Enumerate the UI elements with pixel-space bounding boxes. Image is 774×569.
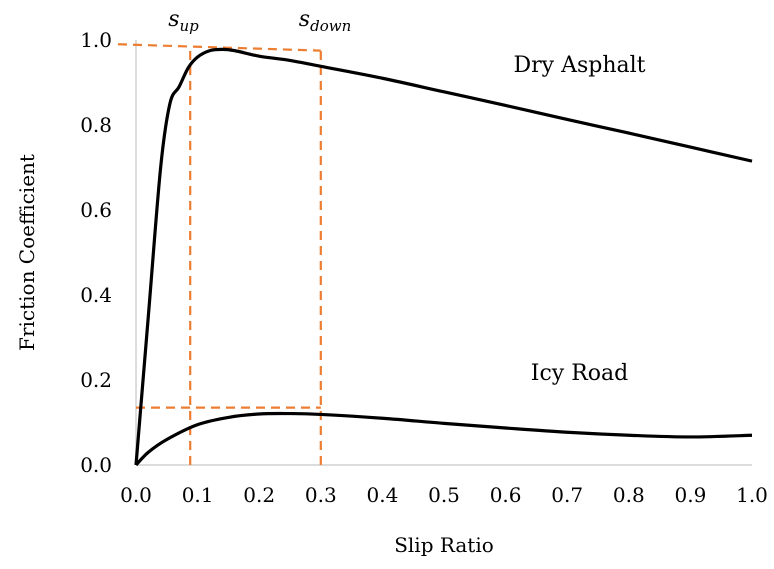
- series-line-dry-asphalt: [134, 47, 753, 466]
- y-tick-label: 0.6: [80, 198, 112, 222]
- plot-area: [135, 40, 752, 466]
- x-tick-label: 0.5: [428, 483, 460, 507]
- sdown-label: sdown: [299, 7, 351, 35]
- y-axis-title: Friction Coefficient: [15, 154, 39, 351]
- x-tick-label: 0.4: [366, 483, 398, 507]
- reference-lines: [117, 43, 322, 465]
- y-tick-label: 0.0: [80, 453, 112, 477]
- sup-label: sup: [168, 7, 199, 35]
- x-tick-label: 1.0: [736, 483, 768, 507]
- x-tick-label: 0.9: [674, 483, 706, 507]
- x-tick-label: 0.8: [613, 483, 645, 507]
- annotation-icy-road: Icy Road: [531, 361, 628, 386]
- y-tick-label: 0.2: [80, 368, 112, 392]
- x-tick-label: 0.2: [243, 483, 275, 507]
- peak-horizontal-line: [117, 43, 321, 52]
- y-tick-label: 1.0: [80, 28, 112, 52]
- annotations: sup sdown Dry Asphalt Icy Road: [168, 7, 645, 386]
- tick-labels: 0.0 0.1 0.2 0.3 0.4 0.5 0.6 0.7 0.8 0.9 1.0 0.0 0.2 0…: [80, 28, 768, 507]
- series-line-icy-road: [134, 411, 753, 467]
- x-tick-label: 0.1: [182, 483, 214, 507]
- series-lines: [134, 47, 753, 467]
- x-tick-label: 0.3: [305, 483, 337, 507]
- x-tick-label: 0.7: [551, 483, 583, 507]
- x-axis-title: Slip Ratio: [394, 533, 494, 557]
- x-tick-label: 0.0: [120, 483, 152, 507]
- y-tick-label: 0.4: [80, 283, 112, 307]
- annotation-dry-asphalt: Dry Asphalt: [514, 53, 646, 78]
- x-tick-label: 0.6: [490, 483, 522, 507]
- y-tick-label: 0.8: [80, 113, 112, 137]
